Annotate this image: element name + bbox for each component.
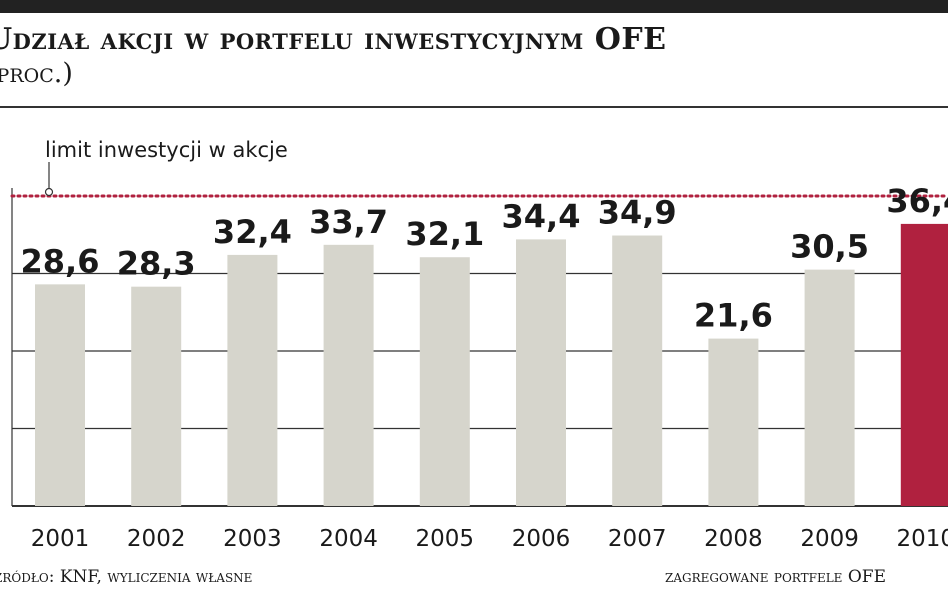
bar-2002: [131, 286, 182, 506]
value-label-2005: 32,1: [405, 215, 484, 253]
value-label-2006: 34,4: [502, 197, 581, 235]
chart-subtitle: (proc.): [0, 58, 73, 89]
x-tick-2009: 2009: [800, 526, 859, 552]
x-tick-2007: 2007: [608, 526, 667, 552]
x-tick-2003: 2003: [223, 526, 282, 552]
value-label-2010: 36,4: [886, 182, 948, 220]
value-label-2003: 32,4: [213, 213, 292, 251]
x-tick-2002: 2002: [127, 526, 186, 552]
x-tick-2006: 2006: [512, 526, 571, 552]
limit-label: limit inwestycji w akcje: [45, 138, 288, 162]
x-axis-ticks: 2001 2002 2003 2004 2005 2006 2007 2008 2009 2010: [31, 526, 948, 552]
value-label-2002: 28,3: [117, 245, 196, 283]
value-label-2007: 34,9: [598, 194, 677, 232]
source-note: źródło: KNF, wyliczenia własne: [0, 567, 253, 587]
bar-2001: [35, 284, 85, 506]
x-tick-2005: 2005: [416, 526, 475, 552]
bar-2005: [419, 257, 470, 506]
value-label-2004: 33,7: [309, 203, 388, 241]
limit-annotation: limit inwestycji w akcje: [10, 138, 948, 198]
value-label-2001: 28,6: [21, 242, 100, 280]
top-band: [0, 0, 948, 13]
bar-2006: [516, 239, 566, 506]
chart-title: Udział akcji w portfelu inwestycyjnym OF…: [0, 22, 667, 57]
value-label-2009: 30,5: [790, 228, 869, 266]
x-tick-2004: 2004: [319, 526, 378, 552]
bar-chart: limit inwestycji w akcje 28,6 28,3 32,4 33,…: [10, 138, 948, 552]
x-tick-2010: 2010: [897, 526, 948, 552]
header-rule: [0, 106, 948, 108]
x-tick-2008: 2008: [704, 526, 763, 552]
bar-2003: [227, 254, 278, 506]
bar-2010: [900, 223, 948, 506]
limit-marker: [44, 187, 54, 197]
bar-2004: [323, 244, 374, 506]
bar-2007: [612, 235, 663, 506]
bars: [35, 223, 948, 506]
x-tick-2001: 2001: [31, 526, 90, 552]
value-label-2008: 21,6: [694, 297, 773, 335]
value-labels: 28,6 28,3 32,4 33,7 32,1 34,4 34,9 21,6 30,5 36,4: [21, 182, 948, 335]
portfolio-note: zagregowane portfele OFE: [665, 567, 886, 587]
bar-2008: [708, 338, 759, 506]
bar-2009: [804, 269, 855, 506]
